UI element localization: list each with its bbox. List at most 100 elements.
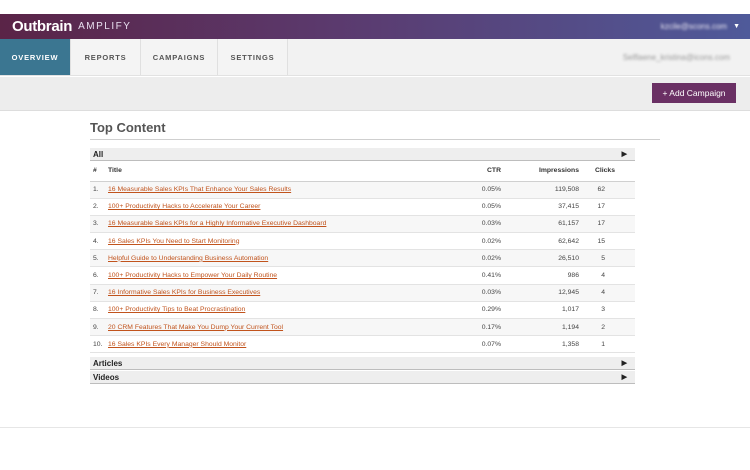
table-cell: 16 Sales KPIs You Need to Start Monitori… (108, 232, 453, 251)
table-cell: 3 (589, 301, 635, 320)
table-cell: 1. (90, 181, 108, 199)
row-title-link[interactable]: 100+ Productivity Hacks to Accelerate Yo… (108, 203, 261, 211)
table-cell: 0.02% (453, 249, 511, 268)
table-cell: 0.05% (453, 181, 511, 199)
tab-reports[interactable]: REPORTS (71, 39, 141, 75)
group-header-videos[interactable]: Videos ▶ (90, 371, 635, 385)
table-cell: 26,510 (511, 249, 589, 268)
table-cell: 61,157 (511, 215, 589, 234)
brand[interactable]: Outbrain AMPLIFY (12, 18, 131, 35)
row-title-link[interactable]: 20 CRM Features That Make You Dump Your … (108, 323, 284, 331)
table-cell: 100+ Productivity Hacks to Accelerate Yo… (108, 198, 453, 216)
row-number: 1. (93, 186, 99, 194)
table-cell: 100+ Productivity Tips to Beat Procrasti… (108, 301, 453, 320)
row-title-link[interactable]: 16 Sales KPIs Every Manager Should Monit… (108, 340, 247, 348)
row-impressions: 986 (567, 272, 579, 280)
row-impressions: 61,157 (558, 220, 579, 228)
table-cell: 0.29% (453, 301, 511, 320)
table-cell: 16 Informative Sales KPIs for Business E… (108, 284, 453, 302)
row-impressions: 1,194 (561, 323, 579, 331)
tab-settings[interactable]: SETTINGS (218, 39, 288, 75)
table-cell: 4 (589, 266, 635, 285)
tab-list: OVERVIEW REPORTS CAMPAIGNS SETTINGS (0, 39, 750, 75)
row-ctr: 0.05% (481, 186, 501, 194)
table-cell: 9. (90, 318, 108, 337)
table-row: 4. 16 Sales KPIs You Need to Start Monito… (90, 232, 635, 251)
table-cell: 0.17% (453, 318, 511, 337)
table-cell: 12,945 (511, 284, 589, 302)
row-clicks: 2 (601, 323, 605, 331)
triangle-right-icon: ▶ (621, 360, 627, 368)
table-cell: 6. (90, 266, 108, 285)
row-impressions: 12,945 (558, 289, 579, 297)
row-title-link[interactable]: 100+ Productivity Hacks to Empower Your … (108, 272, 278, 280)
account-name[interactable]: Selflaene_kristina@icons.com (622, 53, 730, 62)
table-row: 8. 100+ Productivity Tips to Beat Procras… (90, 301, 635, 320)
user-email: kzcile@scons.com (660, 22, 728, 31)
table-cell: 10. (90, 335, 108, 354)
user-menu[interactable]: kzcile@scons.com ▼ (661, 22, 740, 31)
table-row: 5. Helpful Guide to Understanding Busines… (90, 249, 635, 268)
top-content-table: # Title CTR Impressions Clicks 1. 16 Meas… (90, 161, 635, 354)
row-title-link[interactable]: 16 Sales KPIs You Need to Start Monitori… (108, 237, 240, 245)
table-cell: 37,415 (511, 198, 589, 216)
row-title-link[interactable]: 16 Measurable Sales KPIs That Enhance Yo… (108, 186, 292, 194)
nav-bar: OVERVIEW REPORTS CAMPAIGNS SETTINGS Self… (0, 39, 750, 76)
table-cell: 2. (90, 198, 108, 216)
table-cell: 0.02% (453, 232, 511, 251)
row-ctr: 0.07% (481, 340, 501, 348)
row-impressions: 1,358 (561, 340, 579, 348)
row-impressions: 119,508 (554, 186, 579, 194)
row-clicks: 1 (601, 340, 605, 348)
col-header-title[interactable]: Title (108, 161, 453, 182)
table-cell: 1,358 (511, 335, 589, 354)
row-ctr: 0.03% (481, 220, 501, 228)
row-ctr: 0.17% (481, 323, 501, 331)
row-title-link[interactable]: 100+ Productivity Tips to Beat Procrasti… (108, 306, 246, 314)
outbrain-logo: Outbrain (12, 18, 73, 35)
row-clicks: 4 (601, 272, 605, 280)
add-campaign-button[interactable]: + Add Campaign (652, 83, 736, 103)
table-cell: 5 (589, 249, 635, 268)
row-title-link[interactable]: 16 Measurable Sales KPIs for a Highly In… (108, 220, 327, 228)
main-content: Top Content All ▶ # Title CTR Impression… (90, 120, 660, 385)
table-header-row: # Title CTR Impressions Clicks (90, 161, 635, 182)
tab-campaigns[interactable]: CAMPAIGNS (141, 39, 218, 75)
row-impressions: 62,642 (558, 237, 579, 245)
row-number: 4. (93, 237, 99, 245)
row-title-link[interactable]: Helpful Guide to Understanding Business … (108, 254, 269, 262)
table-cell: 119,508 (511, 181, 589, 199)
table-cell: 15 (589, 232, 635, 251)
caret-down-icon: ▼ (733, 23, 740, 30)
row-ctr: 0.02% (481, 254, 501, 262)
table-cell: 3. (90, 215, 108, 234)
row-impressions: 26,510 (558, 254, 579, 262)
table-cell: 4. (90, 232, 108, 251)
footer-divider (0, 427, 750, 428)
row-number: 5. (93, 254, 99, 262)
table-cell: 17 (589, 198, 635, 216)
table-cell: 20 CRM Features That Make You Dump Your … (108, 318, 453, 337)
table-cell: 0.41% (453, 266, 511, 285)
row-ctr: 0.41% (481, 272, 501, 280)
table-cell: 2 (589, 318, 635, 337)
col-header-impressions[interactable]: Impressions (511, 161, 589, 182)
tab-overview[interactable]: OVERVIEW (0, 39, 71, 75)
col-header-ctr[interactable]: CTR (453, 161, 511, 182)
table-row: 9. 20 CRM Features That Make You Dump You… (90, 318, 635, 337)
table-cell: 1 (589, 335, 635, 354)
table-cell: 1,194 (511, 318, 589, 337)
page-title: Top Content (90, 120, 660, 140)
row-clicks: 62 (597, 186, 605, 194)
table-cell: 0.03% (453, 284, 511, 302)
group-header-all[interactable]: All ▶ (90, 148, 635, 161)
row-clicks: 17 (597, 203, 605, 211)
col-header-clicks[interactable]: Clicks (589, 161, 635, 182)
col-header-num: # (90, 161, 108, 182)
row-title-link[interactable]: 16 Informative Sales KPIs for Business E… (108, 289, 261, 297)
row-ctr: 0.29% (481, 306, 501, 314)
row-impressions: 1,017 (561, 306, 579, 314)
table-cell: 1,017 (511, 301, 589, 320)
row-clicks: 17 (597, 220, 605, 228)
group-header-articles[interactable]: Articles ▶ (90, 357, 635, 371)
